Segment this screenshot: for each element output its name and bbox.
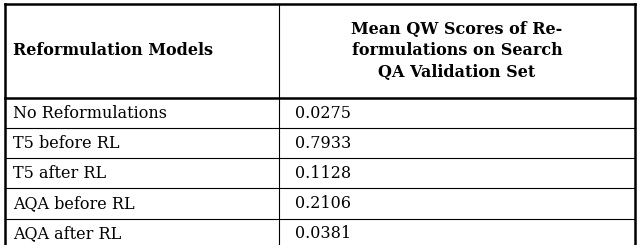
Text: Mean QW Scores of Re-
formulations on Search
QA Validation Set: Mean QW Scores of Re- formulations on Se… — [351, 21, 563, 81]
Text: AQA before RL: AQA before RL — [13, 195, 134, 212]
Text: T5 after RL: T5 after RL — [13, 165, 106, 182]
Text: 0.0275: 0.0275 — [295, 105, 351, 122]
Text: 0.7933: 0.7933 — [295, 135, 351, 152]
Text: T5 before RL: T5 before RL — [13, 135, 119, 152]
Text: No Reformulations: No Reformulations — [13, 105, 167, 122]
Text: 0.2106: 0.2106 — [295, 195, 351, 212]
Text: 0.1128: 0.1128 — [295, 165, 351, 182]
Text: 0.0381: 0.0381 — [295, 225, 351, 242]
Text: AQA after RL: AQA after RL — [13, 225, 121, 242]
Text: Reformulation Models: Reformulation Models — [13, 42, 212, 59]
